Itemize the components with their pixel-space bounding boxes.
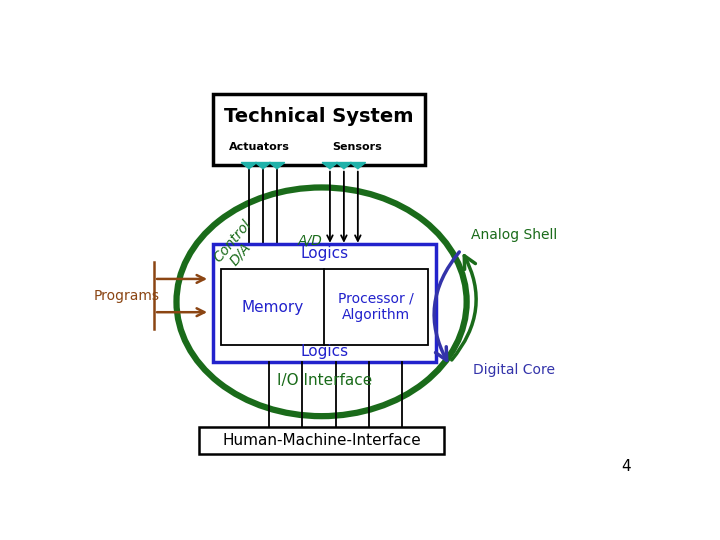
- Polygon shape: [269, 163, 284, 168]
- Text: Programs: Programs: [94, 288, 159, 302]
- FancyBboxPatch shape: [213, 244, 436, 362]
- Text: Actuators: Actuators: [229, 142, 290, 152]
- Text: I/O Interface: I/O Interface: [276, 373, 372, 388]
- Text: Digital Core: Digital Core: [473, 363, 555, 377]
- FancyBboxPatch shape: [221, 268, 428, 346]
- Text: Technical System: Technical System: [224, 107, 413, 126]
- Polygon shape: [322, 163, 338, 168]
- Polygon shape: [336, 163, 351, 168]
- Text: D/A: D/A: [228, 240, 254, 268]
- FancyBboxPatch shape: [213, 94, 425, 165]
- Text: 4: 4: [621, 460, 631, 474]
- Text: Analog Shell: Analog Shell: [471, 228, 557, 242]
- Polygon shape: [350, 163, 366, 168]
- Text: Human-Machine-Interface: Human-Machine-Interface: [222, 433, 421, 448]
- Text: A/D: A/D: [298, 233, 323, 247]
- Polygon shape: [241, 163, 257, 168]
- Text: Sensors: Sensors: [332, 142, 382, 152]
- Ellipse shape: [176, 187, 467, 416]
- Text: Logics: Logics: [300, 344, 348, 359]
- Text: Processor /
Algorithm: Processor / Algorithm: [338, 292, 414, 322]
- Polygon shape: [255, 163, 271, 168]
- Text: Logics: Logics: [300, 246, 348, 261]
- FancyBboxPatch shape: [199, 427, 444, 454]
- Text: Memory: Memory: [242, 300, 304, 314]
- Text: Control: Control: [211, 218, 254, 265]
